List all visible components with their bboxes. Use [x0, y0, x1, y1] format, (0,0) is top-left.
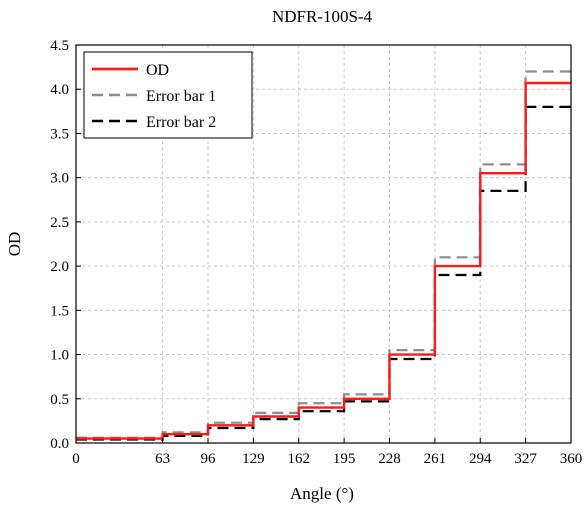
legend-label-2: Error bar 2 [146, 114, 216, 131]
series-line-2 [76, 105, 571, 441]
x-tick-label: 162 [288, 451, 311, 467]
chart-title: NDFR-100S-4 [272, 7, 373, 26]
x-tick-label: 261 [424, 451, 447, 467]
y-tick-label: 1.5 [50, 303, 69, 319]
plot-frame [75, 44, 572, 444]
x-tick-label: 294 [469, 451, 492, 467]
x-tick-label: 0 [72, 451, 80, 467]
y-tick-label: 3.0 [50, 171, 69, 187]
y-tick-label: 0.0 [50, 436, 69, 452]
y-tick-label: 4.0 [50, 82, 69, 98]
x-tick-label: 63 [155, 451, 170, 467]
x-tick-label: 195 [333, 451, 356, 467]
y-tick-label: 2.5 [50, 215, 69, 231]
x-axis-title: Angle (°) [290, 484, 354, 503]
x-tick-label: 360 [560, 451, 583, 467]
y-tick-label: 1.0 [50, 348, 69, 364]
x-tick-label: 96 [201, 451, 217, 467]
legend-label-1: Error bar 1 [146, 88, 216, 105]
axis-ticks: 0 63 96 129 162 195 228 261 294 327 360 0.0 0.5 1.0 1.… [50, 38, 582, 467]
grid [76, 45, 571, 443]
x-tick-label: 129 [242, 451, 265, 467]
y-tick-label: 4.5 [50, 38, 69, 54]
series-line-0 [76, 81, 571, 440]
series-layer [76, 70, 571, 441]
y-tick-label: 0.5 [50, 392, 69, 408]
x-tick-label: 327 [514, 451, 537, 467]
legend-label-0: OD [146, 62, 169, 79]
legend: OD Error bar 1 Error bar 2 [83, 51, 253, 139]
y-tick-label: 3.5 [50, 126, 69, 142]
y-axis-title: OD [5, 232, 24, 257]
y-tick-label: 2.0 [50, 259, 69, 275]
x-tick-label: 228 [378, 451, 401, 467]
